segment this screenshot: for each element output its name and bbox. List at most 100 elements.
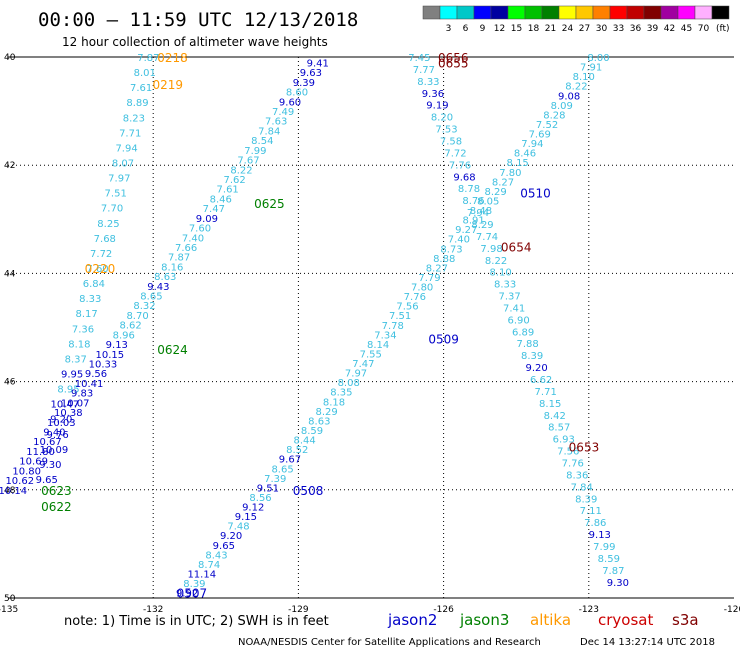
latitude-label: 42 xyxy=(4,161,15,171)
wave-height-value: 7.76 xyxy=(404,292,426,303)
wave-height-value: 9.08 xyxy=(558,91,580,102)
scale-swatch xyxy=(626,5,645,20)
wave-height-value: 6.89 xyxy=(512,327,534,338)
wave-height-value: 8.33 xyxy=(417,77,439,88)
wave-height-value: 8.63 xyxy=(154,272,176,283)
wave-height-value: 7.97 xyxy=(108,174,130,185)
wave-height-value: 7.86 xyxy=(584,518,606,529)
wave-height-value: 8.15 xyxy=(539,399,561,410)
wave-height-value: 9.13 xyxy=(106,340,128,351)
scale-unit: (ft) xyxy=(716,24,730,34)
wave-height-value: 9.09 xyxy=(196,214,218,225)
wave-height-value: 7.61 xyxy=(130,83,152,94)
wave-height-value: 7.76 xyxy=(449,160,471,171)
wave-height-value: 7.51 xyxy=(105,189,127,200)
scale-label: 33 xyxy=(613,24,624,34)
wave-height-color-scale: 3 6 9 12 15 18 21 24 27 30 33 36 39 42 45 70 xyxy=(422,5,730,34)
satellite-tracks: 7.87 8.01 7.61 8.89 8.23 7.71 7.94 8.07 7.97 7.51… xyxy=(0,53,629,600)
wave-height-value: 7.91 xyxy=(580,63,602,74)
wave-height-value: 7.47 xyxy=(352,359,374,370)
wave-height-value: 7.61 xyxy=(217,185,239,196)
wave-height-value: 8.22 xyxy=(565,82,587,93)
wave-height-value: 8.37 xyxy=(65,354,87,365)
wave-height-value: 8.63 xyxy=(308,416,330,427)
wave-height-value: 7.56 xyxy=(396,302,418,313)
wave-height-value: 7.40 xyxy=(448,235,470,246)
pass-time-label: 0508 xyxy=(293,484,324,498)
wave-height-value: 7.77 xyxy=(413,65,435,76)
wave-height-value: 10.62 xyxy=(5,476,34,487)
wave-height-value: 7.36 xyxy=(72,324,94,335)
latitude-label: 40 xyxy=(4,53,16,63)
wave-height-value: 9.68 xyxy=(453,172,475,183)
wave-height-value: 7.76 xyxy=(562,459,584,470)
wave-height-value: 9.36 xyxy=(422,89,444,100)
wave-height-value: 10.67 xyxy=(33,437,62,448)
wave-height-value: 7.41 xyxy=(503,303,525,314)
wave-height-value: 9.60 xyxy=(279,97,301,108)
legend-altika: altika xyxy=(530,611,571,629)
wave-height-value: 10.03 xyxy=(47,418,76,429)
scale-label: 21 xyxy=(545,24,556,34)
wave-height-value: 10.38 xyxy=(54,408,83,419)
wave-height-value: 7.94 xyxy=(521,139,543,150)
wave-height-value: 7.60 xyxy=(86,264,108,275)
scale-swatch xyxy=(422,5,441,20)
latitude-label: 50 xyxy=(4,594,16,604)
wave-height-value: 8.65 xyxy=(140,292,162,303)
wave-height-value: 9.40 xyxy=(43,428,65,439)
wave-height-value: 7.84 xyxy=(258,126,280,137)
wave-height-value: 10.07 xyxy=(61,398,90,409)
wave-height-value: 8.46 xyxy=(514,149,536,160)
legend-jason3: jason3 xyxy=(459,611,509,629)
wave-height-value: 7.70 xyxy=(101,204,123,215)
wave-height-value: 8.39 xyxy=(183,579,205,590)
wave-height-value: 8.52 xyxy=(286,445,308,456)
wave-height-value: 10.14 xyxy=(0,486,27,497)
wave-height-value: 8.01 xyxy=(134,68,156,79)
pass-time-label: 0220 xyxy=(85,262,116,276)
wave-height-value: 7.56 xyxy=(557,447,579,458)
plot-frame xyxy=(8,56,734,599)
wave-height-value: 8.28 xyxy=(543,110,565,121)
wave-height-value: 7.78 xyxy=(382,321,404,332)
scale-label: 3 xyxy=(446,24,452,34)
scale-swatch xyxy=(524,5,543,20)
wave-height-value: 8.33 xyxy=(494,280,516,291)
wave-height-value: 7.94 xyxy=(115,143,137,154)
wave-height-value: 7.84 xyxy=(571,482,593,493)
pass-time-label: 0625 xyxy=(254,197,285,211)
wave-height-value: 7.87 xyxy=(168,253,190,264)
scale-swatch xyxy=(456,5,475,20)
wave-height-value: 9.20 xyxy=(526,363,548,374)
wave-height-value: 7.49 xyxy=(272,107,294,118)
pass-time-labels: 0218 0219 0220 0625 0624 0623 0622 0510 0509 0508… xyxy=(41,51,599,601)
jason3-track-west: 9.419.639.398.609.607.497.637.848.547.99… xyxy=(0,58,329,496)
wave-height-value: 8.33 xyxy=(79,294,101,305)
wave-height-value: 9.92 xyxy=(176,589,198,600)
wave-height-value: 8.14 xyxy=(367,340,389,351)
wave-height-value: 8.15 xyxy=(507,158,529,169)
wave-height-value: 7.58 xyxy=(440,136,462,147)
wave-height-value: 7.52 xyxy=(536,120,558,131)
pass-time-label: 0654 xyxy=(501,240,532,254)
latitude-label: 44 xyxy=(4,269,16,279)
wave-height-value: 9.43 xyxy=(147,282,169,293)
wave-height-value: 7.66 xyxy=(175,243,197,254)
wave-height-value: 9.65 xyxy=(213,541,235,552)
wave-height-value: 7.62 xyxy=(223,175,245,186)
pass-time-label: 0509 xyxy=(428,332,459,346)
wave-height-value: 7.68 xyxy=(94,234,116,245)
wave-height-value: 8.57 xyxy=(548,423,570,434)
scale-swatch xyxy=(473,5,492,20)
wave-height-value: 7.47 xyxy=(203,204,225,215)
scale-swatch xyxy=(541,5,560,20)
scale-label: 36 xyxy=(630,24,642,34)
wave-height-value: 8.74 xyxy=(198,560,220,571)
wave-height-value: 7.67 xyxy=(237,156,259,167)
wave-height-value: 7.79 xyxy=(418,273,440,284)
scale-label: 27 xyxy=(579,24,590,34)
wave-height-value: 8.88 xyxy=(433,254,455,265)
wave-height-value: 11.14 xyxy=(187,569,216,580)
wave-height-value: 7.72 xyxy=(90,249,112,260)
